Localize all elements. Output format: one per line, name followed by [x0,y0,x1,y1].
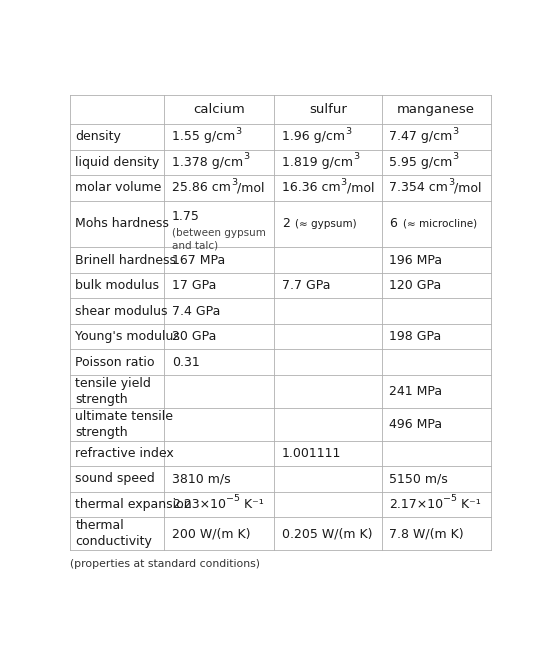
Text: /mol: /mol [347,181,374,194]
Text: 7.47 g/cm: 7.47 g/cm [389,130,452,143]
Text: thermal
conductivity: thermal conductivity [75,519,152,548]
Text: Poisson ratio: Poisson ratio [75,356,155,369]
Text: 3: 3 [341,178,347,187]
Text: 3: 3 [231,178,237,187]
Text: calcium: calcium [193,103,245,116]
Text: 17 GPa: 17 GPa [172,279,216,292]
Text: 198 GPa: 198 GPa [389,330,441,343]
Text: 3810 m/s: 3810 m/s [172,472,231,485]
Text: density: density [75,130,121,143]
Text: Mohs hardness: Mohs hardness [75,217,169,230]
Text: 120 GPa: 120 GPa [389,279,441,292]
Text: K⁻¹: K⁻¹ [240,498,264,511]
Text: sound speed: sound speed [75,472,155,485]
Text: 2: 2 [282,217,290,230]
Text: Young's modulus: Young's modulus [75,330,180,343]
Text: 3: 3 [452,127,458,136]
Text: −5: −5 [226,495,240,504]
Text: Brinell hardness: Brinell hardness [75,254,176,267]
Text: −5: −5 [443,495,457,504]
Text: 6: 6 [389,217,397,230]
Text: 3: 3 [243,153,249,161]
Text: 25.86 cm: 25.86 cm [172,181,231,194]
Text: (between gypsum
and talc): (between gypsum and talc) [172,228,266,250]
Text: 196 MPa: 196 MPa [389,254,442,267]
Text: liquid density: liquid density [75,156,160,169]
Text: (≈ gypsum): (≈ gypsum) [295,219,357,229]
Text: (≈ microcline): (≈ microcline) [403,219,477,229]
Text: 3: 3 [452,153,458,161]
Text: 1.819 g/cm: 1.819 g/cm [282,156,353,169]
Text: bulk modulus: bulk modulus [75,279,159,292]
Text: manganese: manganese [397,103,475,116]
Text: 7.8 W/(m K): 7.8 W/(m K) [389,527,464,540]
Text: 167 MPa: 167 MPa [172,254,225,267]
Text: 1.378 g/cm: 1.378 g/cm [172,156,243,169]
Text: 1.75: 1.75 [172,210,200,223]
Text: 2.23×10: 2.23×10 [172,498,226,511]
Text: shear modulus: shear modulus [75,304,168,317]
Text: /mol: /mol [454,181,482,194]
Text: 3: 3 [235,127,241,136]
Text: /mol: /mol [237,181,264,194]
Text: tensile yield
strength: tensile yield strength [75,377,151,406]
Text: 0.31: 0.31 [172,356,200,369]
Text: refractive index: refractive index [75,447,174,460]
Text: 241 MPa: 241 MPa [389,385,442,398]
Text: K⁻¹: K⁻¹ [457,498,481,511]
Text: thermal expansion: thermal expansion [75,498,192,511]
Text: 3: 3 [345,127,351,136]
Text: 2.17×10: 2.17×10 [389,498,443,511]
Text: (properties at standard conditions): (properties at standard conditions) [70,559,260,569]
Text: sulfur: sulfur [309,103,347,116]
Text: 5.95 g/cm: 5.95 g/cm [389,156,452,169]
Text: 1.55 g/cm: 1.55 g/cm [172,130,235,143]
Text: 5150 m/s: 5150 m/s [389,472,448,485]
Text: 20 GPa: 20 GPa [172,330,216,343]
Text: 1.96 g/cm: 1.96 g/cm [282,130,345,143]
Text: ultimate tensile
strength: ultimate tensile strength [75,410,173,439]
Text: 496 MPa: 496 MPa [389,418,442,431]
Text: 7.4 GPa: 7.4 GPa [172,304,220,317]
Text: 3: 3 [448,178,454,187]
Text: 0.205 W/(m K): 0.205 W/(m K) [282,527,372,540]
Text: 3: 3 [353,153,359,161]
Text: 7.354 cm: 7.354 cm [389,181,448,194]
Text: 16.36 cm: 16.36 cm [282,181,341,194]
Text: 200 W/(m K): 200 W/(m K) [172,527,251,540]
Text: 1.001111: 1.001111 [282,447,341,460]
Text: 7.7 GPa: 7.7 GPa [282,279,330,292]
Text: molar volume: molar volume [75,181,162,194]
